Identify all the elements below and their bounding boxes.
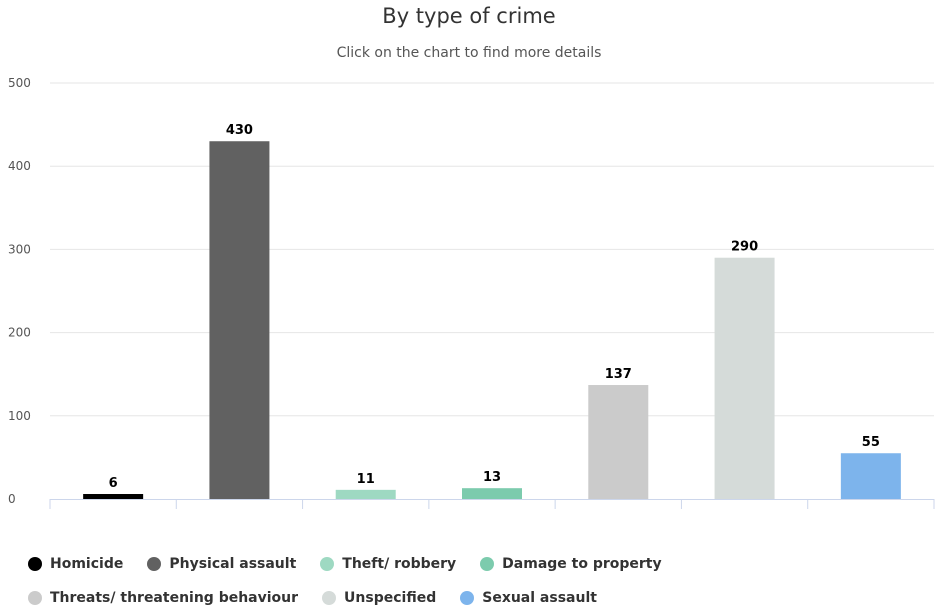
legend-item[interactable]: Damage to property [480, 554, 662, 574]
y-tick-label: 300 [8, 242, 31, 256]
legend-swatch [320, 557, 335, 571]
y-tick-label: 0 [8, 492, 16, 506]
chart-subtitle: Click on the chart to find more details [336, 45, 602, 61]
bar-threats-threatening-behaviour[interactable] [588, 385, 649, 499]
legend-item[interactable]: Theft/ robbery [320, 554, 456, 574]
bar-theft-robbery[interactable] [335, 489, 396, 499]
bar-physical-assault[interactable] [209, 141, 270, 500]
legend-label: Theft/ robbery [342, 556, 457, 572]
legend-item[interactable]: Threats/ threatening behaviour [28, 588, 298, 608]
legend-swatch [28, 557, 42, 571]
legend-item[interactable]: Homicide [28, 554, 123, 574]
bar-unspecified[interactable] [714, 257, 775, 499]
data-label: 13 [483, 470, 501, 485]
y-tick-label: 100 [8, 409, 31, 423]
legend-label: Threats/ threatening behaviour [50, 590, 299, 606]
legend-swatch [28, 591, 42, 605]
data-label: 55 [862, 435, 880, 450]
bar-homicide[interactable] [83, 494, 144, 499]
legend-item[interactable]: Physical assault [147, 554, 296, 574]
legend-item[interactable]: Unspecified [322, 588, 436, 608]
data-label: 137 [605, 367, 632, 382]
legend: Homicide Physical assault Theft/ robbery Da… [28, 554, 928, 608]
legend-item[interactable]: Sexual assault [460, 588, 597, 608]
plot-area[interactable]: 0 100 200 300 400 500 6 430 11 13 137 290 55 [0, 0, 938, 545]
legend-label: Physical assault [169, 556, 297, 572]
legend-label: Sexual assault [482, 590, 597, 606]
chart-title: By type of crime [382, 4, 556, 28]
y-tick-label: 200 [8, 326, 31, 340]
y-tick-label: 400 [8, 159, 31, 173]
legend-label: Unspecified [344, 590, 437, 606]
data-label: 430 [226, 123, 253, 138]
bar-damage-to-property[interactable] [462, 488, 522, 499]
legend-swatch [147, 557, 162, 571]
data-label: 11 [357, 472, 375, 487]
legend-swatch [480, 557, 495, 571]
legend-swatch [460, 591, 475, 605]
legend-label: Homicide [50, 556, 124, 572]
legend-swatch [322, 591, 337, 605]
data-label: 6 [109, 476, 118, 491]
bar-sexual-assault[interactable] [840, 453, 901, 499]
data-label: 290 [731, 240, 758, 255]
legend-label: Damage to property [502, 556, 662, 572]
y-tick-label: 500 [8, 76, 31, 90]
